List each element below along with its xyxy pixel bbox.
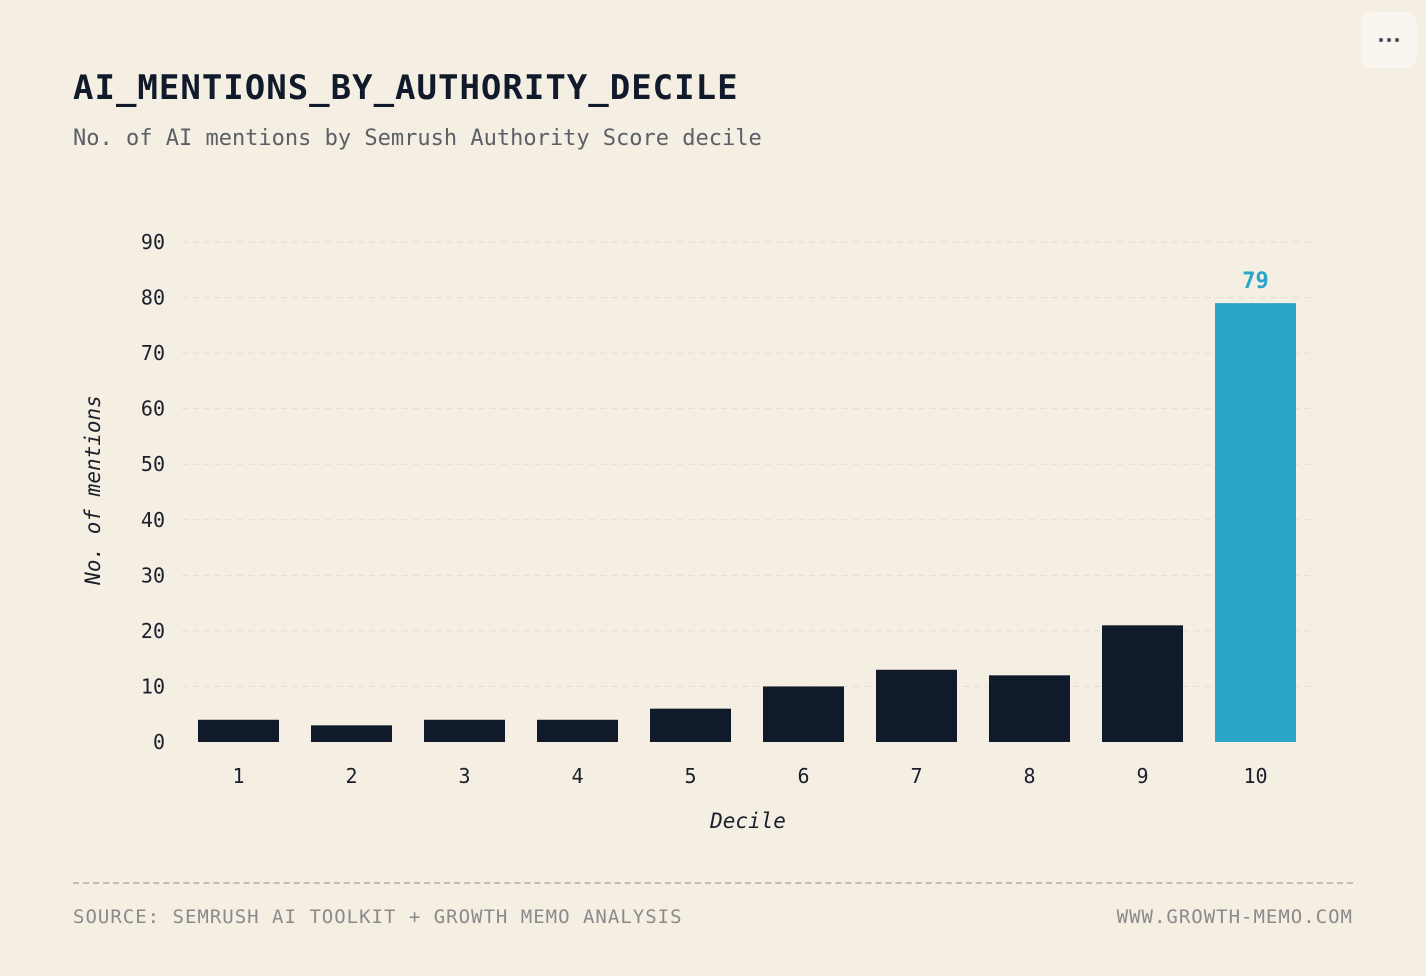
y-tick-label: 20 [141, 619, 165, 643]
more-options-button[interactable] [1361, 12, 1417, 68]
source-note: SOURCE: SEMRUSH AI TOOLKIT + GROWTH MEMO… [73, 906, 683, 928]
x-axis-ticks: 1 2 3 4 5 6 7 8 9 10 [232, 764, 1267, 788]
x-tick-label: 6 [797, 764, 809, 788]
x-tick-label: 4 [571, 764, 583, 788]
bar-decile-6 [763, 686, 844, 742]
bar-decile-7 [876, 669, 957, 742]
y-tick-label: 40 [141, 508, 165, 532]
x-tick-label: 10 [1243, 764, 1267, 788]
y-tick-label: 10 [141, 674, 165, 698]
y-tick-label: 30 [141, 563, 165, 587]
bar-chart: 0 10 20 30 40 50 60 70 80 90 1 2 3 4 5 6 7 8 9 10 79 No. o… [81, 230, 1312, 833]
y-tick-label: 60 [141, 397, 165, 421]
x-tick-label: 2 [345, 764, 357, 788]
y-tick-label: 80 [141, 286, 165, 310]
y-tick-label: 0 [153, 730, 165, 754]
x-tick-label: 5 [684, 764, 696, 788]
bar-decile-1 [198, 719, 279, 742]
bar-decile-2 [311, 725, 392, 742]
bar-decile-10 [1215, 303, 1296, 742]
data-labels: 79 [1242, 269, 1269, 294]
y-tick-label: 90 [141, 230, 165, 254]
x-tick-label: 9 [1136, 764, 1148, 788]
x-tick-label: 8 [1023, 764, 1035, 788]
x-tick-label: 1 [232, 764, 244, 788]
bar-decile-5 [650, 708, 731, 742]
bar-decile-3 [424, 719, 505, 742]
y-axis-ticks: 0 10 20 30 40 50 60 70 80 90 [141, 230, 165, 754]
bars [198, 303, 1296, 742]
x-axis-label: Decile [709, 809, 786, 833]
footer-divider [73, 882, 1353, 884]
bar-decile-4 [537, 719, 618, 742]
chart-subtitle: No. of AI mentions by Semrush Authority … [73, 126, 762, 151]
y-tick-label: 70 [141, 341, 165, 365]
gridlines [182, 241, 1312, 687]
y-tick-label: 50 [141, 452, 165, 476]
y-axis-label: No. of mentions [81, 395, 105, 586]
website-link[interactable]: WWW.GROWTH-MEMO.COM [1116, 906, 1353, 928]
x-tick-label: 7 [910, 764, 922, 788]
bar-decile-9 [1102, 625, 1183, 742]
data-label: 79 [1242, 269, 1269, 294]
bar-decile-8 [989, 675, 1070, 742]
more-horizontal-icon [1379, 38, 1399, 42]
chart-title: AI_MENTIONS_BY_AUTHORITY_DECILE [73, 68, 739, 108]
x-tick-label: 3 [458, 764, 470, 788]
